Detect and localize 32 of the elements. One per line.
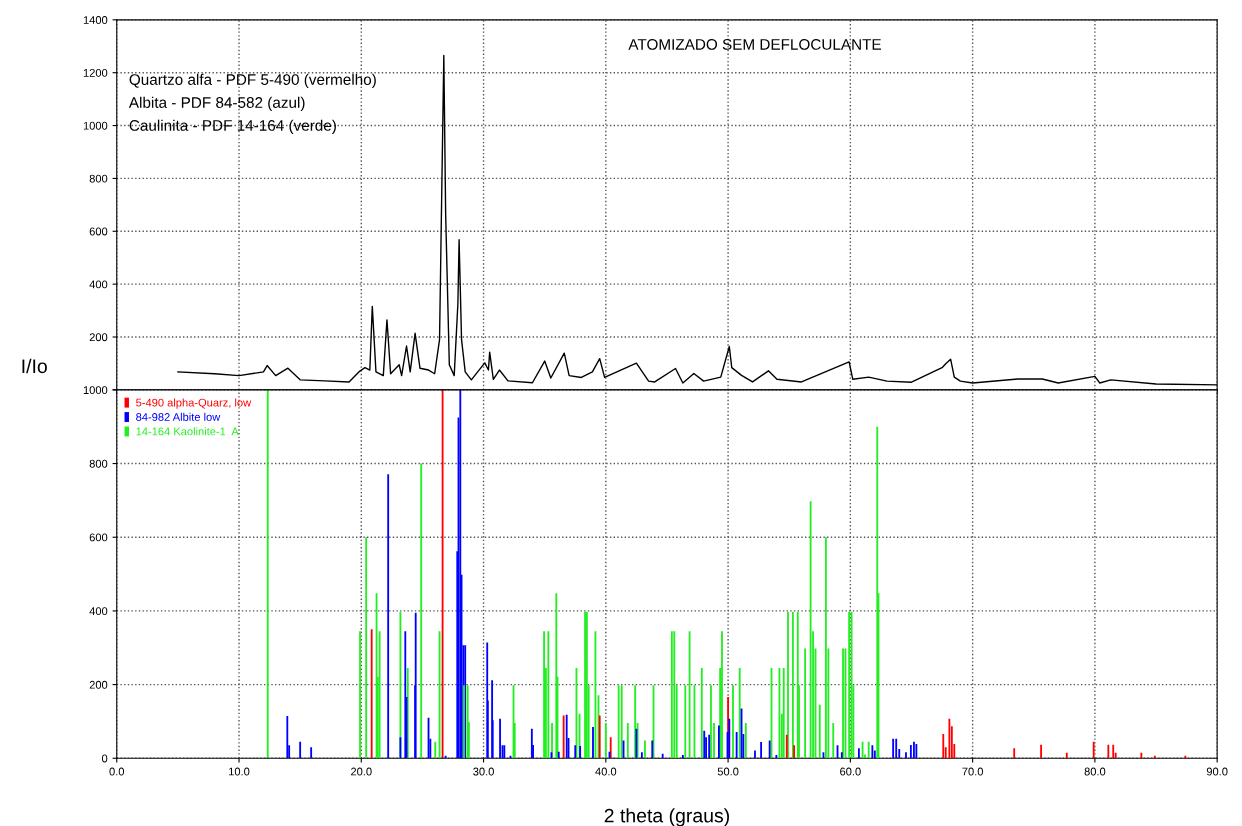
legend-label: 5-490 alpha-Quarz, low (136, 398, 252, 409)
x-tick-label: 60.0 (840, 767, 861, 776)
x-tick-label: 40.0 (595, 767, 617, 776)
y-tick-label: 1000 (83, 121, 108, 130)
y-axis-title: I/Io (22, 358, 47, 374)
y-tick-label: 200 (89, 333, 108, 342)
x-tick-label: 0.0 (109, 767, 125, 776)
y-tick-label: 600 (89, 533, 108, 542)
x-tick-label: 20.0 (351, 767, 372, 776)
annotation: Caulinita - PDF 14-164 (verde) (129, 119, 336, 134)
x-tick-label: 50.0 (717, 767, 739, 776)
legend-label: 14-164 Kaolinite-1 A (136, 427, 239, 436)
x-tick-label: 80.0 (1084, 767, 1106, 776)
y-tick-label: 1000 (83, 386, 108, 395)
text: ATOMIZADO SEM DEFLOCULANTE (628, 39, 881, 50)
y-tick-label: 400 (89, 607, 108, 616)
y-tick-label: 1400 (83, 16, 108, 24)
y-tick-label: 400 (89, 280, 108, 289)
x-tick-label: 70.0 (962, 767, 983, 776)
y-tick-label: 800 (89, 459, 108, 468)
legend-label: 84-982 Albite low (136, 412, 221, 421)
x-axis-title: 2 theta (graus) (604, 808, 729, 826)
annotation: Albita - PDF 84-582 (azul) (128, 96, 305, 111)
y-tick-label: 800 (89, 174, 108, 183)
y-tick-label: 0 (101, 754, 108, 763)
x-tick-label: 10.0 (229, 767, 250, 776)
y-tick-label: 1200 (83, 68, 108, 77)
x-tick-label: 90.0 (1206, 767, 1228, 776)
y-tick-label: 200 (89, 680, 108, 689)
x-tick-label: 30.0 (473, 767, 494, 776)
annotation: Quartzo alfa - PDF 5-490 (vermelho) (129, 73, 376, 88)
y-tick-label: 600 (89, 227, 108, 236)
